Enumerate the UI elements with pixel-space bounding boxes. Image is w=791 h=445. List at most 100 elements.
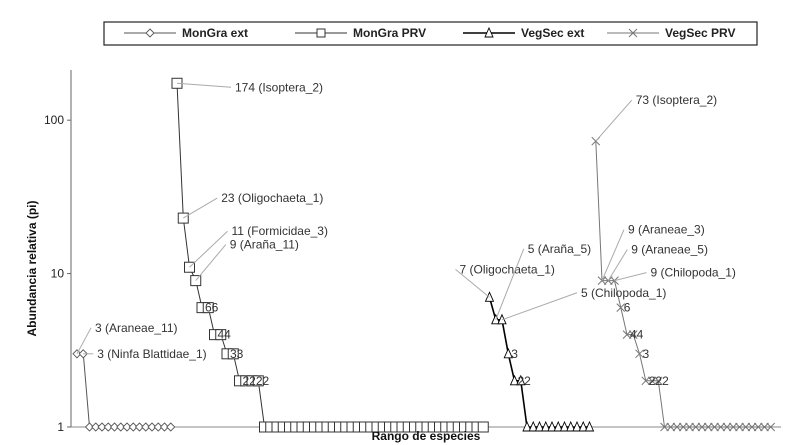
data-point bbox=[747, 422, 757, 432]
data-point bbox=[578, 420, 588, 432]
legend-label: VegSec ext bbox=[521, 26, 584, 40]
data-point bbox=[710, 422, 719, 432]
annotation-leader bbox=[501, 292, 578, 321]
annotation-leader bbox=[495, 248, 525, 320]
data-point bbox=[316, 28, 326, 38]
data-point bbox=[153, 422, 163, 432]
annotation-leader bbox=[601, 229, 625, 281]
data-point bbox=[109, 422, 120, 432]
data-point bbox=[215, 329, 227, 341]
data-point bbox=[503, 347, 513, 359]
data-point bbox=[566, 420, 576, 432]
legend-label: MonGra PRV bbox=[353, 26, 426, 40]
data-point bbox=[522, 420, 532, 432]
data-point bbox=[509, 374, 520, 386]
data-point bbox=[678, 422, 688, 432]
data-point bbox=[484, 26, 494, 38]
data-point bbox=[697, 422, 707, 432]
data-point bbox=[635, 349, 644, 359]
data-point bbox=[122, 422, 132, 432]
series-line bbox=[176, 83, 484, 428]
data-point bbox=[647, 376, 657, 386]
data-point bbox=[753, 422, 763, 432]
data-point bbox=[741, 422, 751, 432]
annotation-label: 9 (Araneae_3) bbox=[628, 223, 705, 237]
annotation-label: 3 (Ninfa Blattidae_1) bbox=[97, 347, 206, 361]
annotation-leader bbox=[189, 230, 228, 268]
annotation-label: 174 (Isoptera_2) bbox=[235, 80, 323, 94]
data-point bbox=[622, 330, 632, 339]
legend-item: MonGra PRV bbox=[295, 26, 426, 40]
y-tick-label: 100 bbox=[44, 113, 64, 127]
y-tick-label: 10 bbox=[51, 267, 65, 281]
data-point bbox=[735, 422, 744, 432]
data-point bbox=[559, 420, 570, 432]
data-point bbox=[97, 422, 107, 432]
data-point bbox=[541, 420, 551, 432]
data-point bbox=[534, 420, 545, 432]
point-value-label: 66 bbox=[205, 301, 219, 315]
data-point bbox=[91, 422, 101, 432]
data-point bbox=[584, 420, 595, 432]
data-point bbox=[141, 422, 151, 432]
data-point bbox=[641, 376, 651, 386]
annotation-leader bbox=[614, 272, 647, 282]
annotation-label: 7 (Oligochaeta_1) bbox=[460, 262, 555, 276]
annotation-leader bbox=[595, 99, 633, 142]
annotation-label: 3 (Araneae_11) bbox=[95, 321, 178, 335]
point-value-label: 2222 bbox=[243, 374, 270, 388]
data-point bbox=[760, 422, 769, 432]
series-vegsec-prv bbox=[591, 136, 776, 432]
annotation-label: 9 (Araña_11) bbox=[230, 238, 299, 252]
series-mongra-prv bbox=[171, 77, 489, 433]
annotation-leader bbox=[182, 197, 218, 219]
point-value-label: 44 bbox=[630, 328, 644, 342]
data-point bbox=[477, 421, 489, 433]
x-axis-title: Rango de especies bbox=[372, 429, 481, 443]
annotation-label: 23 (Oligochaeta_1) bbox=[221, 191, 323, 205]
series-vegsec-ext bbox=[484, 291, 595, 432]
data-point bbox=[202, 302, 214, 314]
data-point bbox=[728, 422, 738, 432]
series-line bbox=[595, 141, 771, 428]
legend-item: VegSec ext bbox=[463, 26, 584, 40]
annotation-leader bbox=[195, 244, 227, 281]
point-value-label: 3 bbox=[511, 347, 518, 361]
data-point bbox=[616, 303, 626, 312]
annotation-leader bbox=[455, 268, 490, 298]
annotations: 3 (Araneae_11) 3 (Ninfa Blattidae_1) 174 (… bbox=[76, 80, 736, 388]
point-value-label: 33 bbox=[230, 347, 244, 361]
data-point bbox=[691, 422, 701, 432]
data-point bbox=[159, 422, 170, 432]
data-point bbox=[672, 422, 682, 432]
legend-frame bbox=[103, 21, 758, 46]
data-point bbox=[166, 422, 176, 432]
data-point bbox=[252, 375, 264, 387]
y-axis-title: Abundancia relativa (pi) bbox=[25, 200, 39, 336]
annotation-leader bbox=[176, 82, 232, 88]
data-point bbox=[766, 422, 776, 432]
data-point bbox=[685, 422, 694, 432]
legend: MonGra ext MonGra PRV VegSec ext VegSec PRV bbox=[103, 21, 758, 46]
data-point bbox=[84, 422, 95, 432]
data-point bbox=[716, 422, 726, 432]
annotation-label: 5 (Araña_5) bbox=[528, 242, 591, 256]
data-point bbox=[666, 422, 676, 432]
legend-item: VegSec PRV bbox=[607, 26, 736, 40]
legend-label: MonGra ext bbox=[182, 26, 248, 40]
annotation-label: 9 (Araneae_5) bbox=[631, 243, 708, 257]
point-value-label: 44 bbox=[218, 328, 232, 342]
legend-item: MonGra ext bbox=[124, 26, 248, 40]
data-point bbox=[145, 28, 155, 38]
data-point bbox=[628, 330, 638, 339]
legend-label: VegSec PRV bbox=[665, 26, 736, 40]
data-point bbox=[516, 374, 526, 386]
annotation-label: 9 (Chilopoda_1) bbox=[651, 266, 736, 280]
data-point bbox=[116, 422, 126, 432]
plot-area bbox=[72, 77, 776, 433]
annotation-leader bbox=[76, 327, 92, 355]
annotation-label: 73 (Isoptera_2) bbox=[636, 93, 717, 107]
data-point bbox=[547, 420, 557, 432]
data-point bbox=[722, 422, 732, 432]
